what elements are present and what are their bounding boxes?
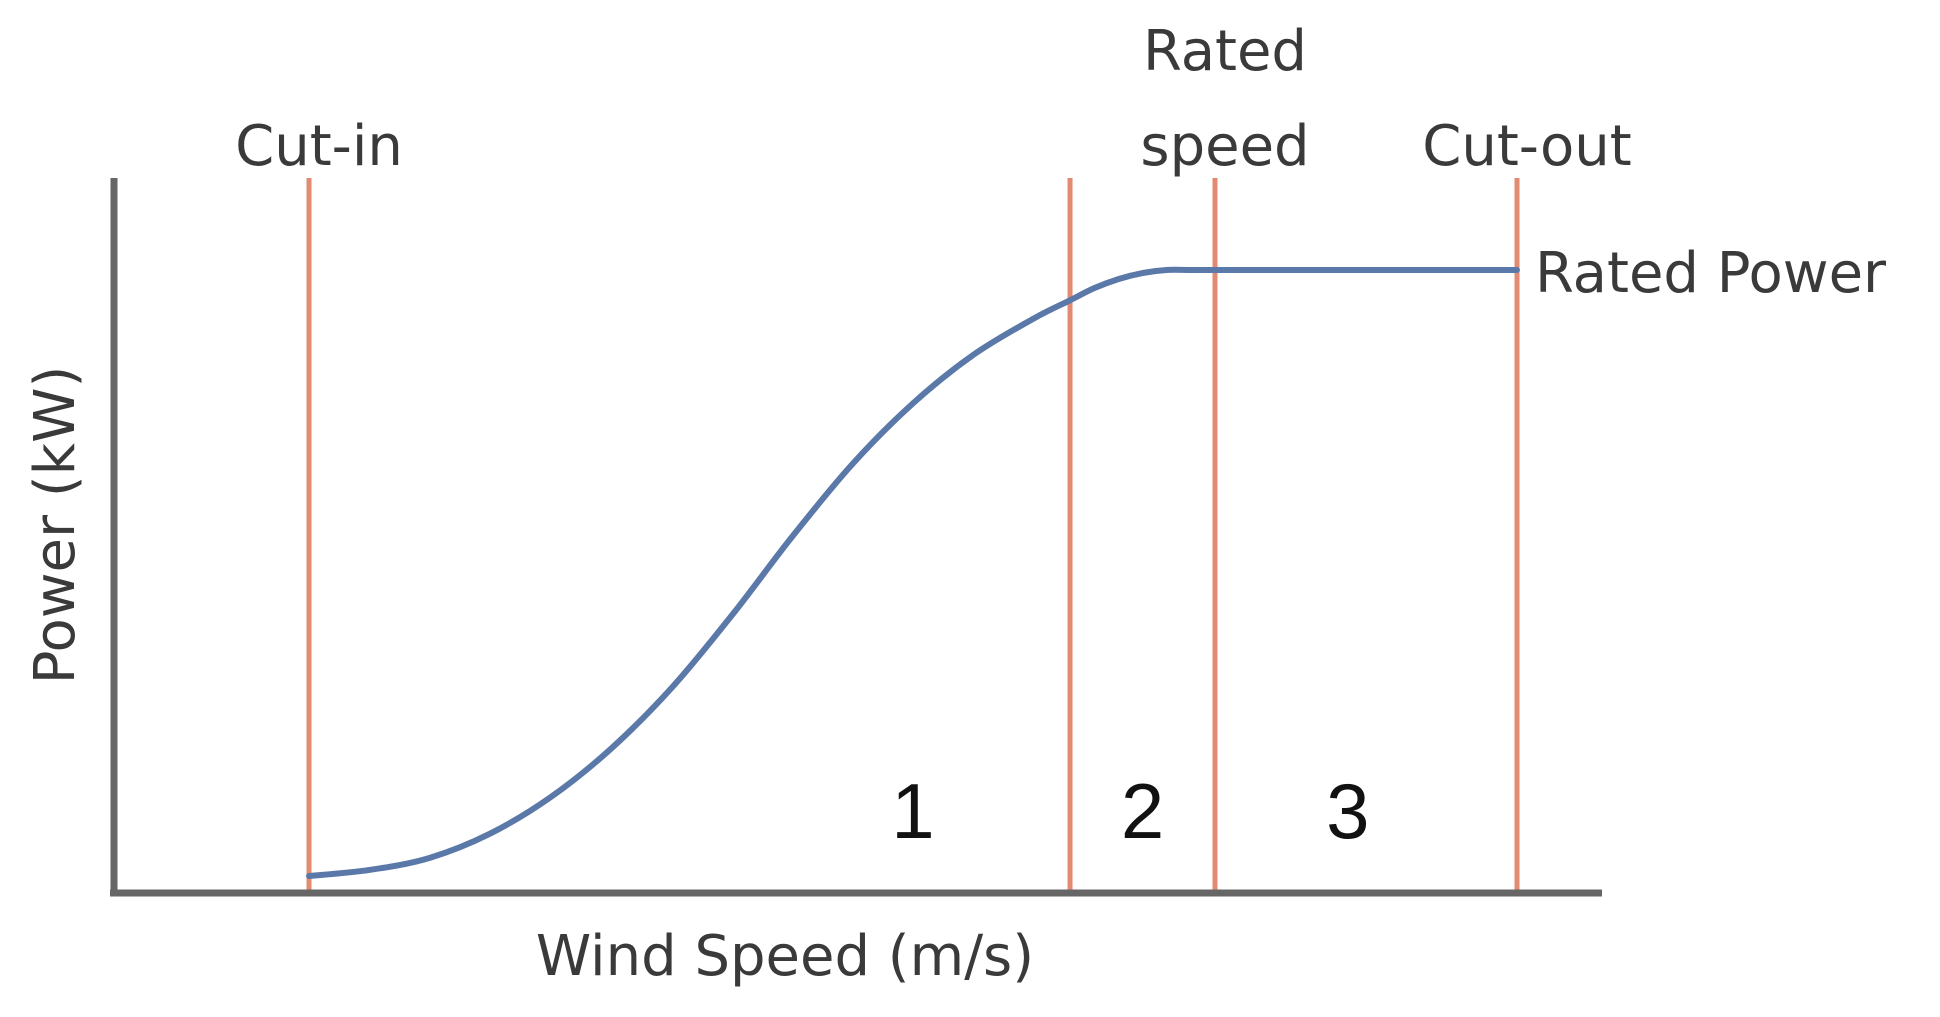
marker-label-3-line-2: speed (1140, 114, 1309, 179)
region-label-1: 1 (891, 767, 934, 855)
y-axis-label: Power (kW) (23, 366, 88, 685)
region-label-3: 3 (1326, 767, 1369, 855)
x-axis-label: Wind Speed (m/s) (536, 924, 1034, 989)
rated-power-label: Rated Power (1535, 241, 1887, 306)
power-curve-layer (306, 266, 1520, 879)
power-curve-line (306, 266, 1520, 879)
axes-layer (110, 178, 1602, 897)
region-label-2: 2 (1121, 767, 1164, 855)
marker-label-3-line-1: Rated (1143, 19, 1307, 84)
text-layer: Wind Speed (m/s) Power (kW) Rated Power … (23, 19, 1887, 989)
marker-label-1: Cut-in (235, 114, 403, 179)
marker-label-4: Cut-out (1422, 114, 1632, 179)
